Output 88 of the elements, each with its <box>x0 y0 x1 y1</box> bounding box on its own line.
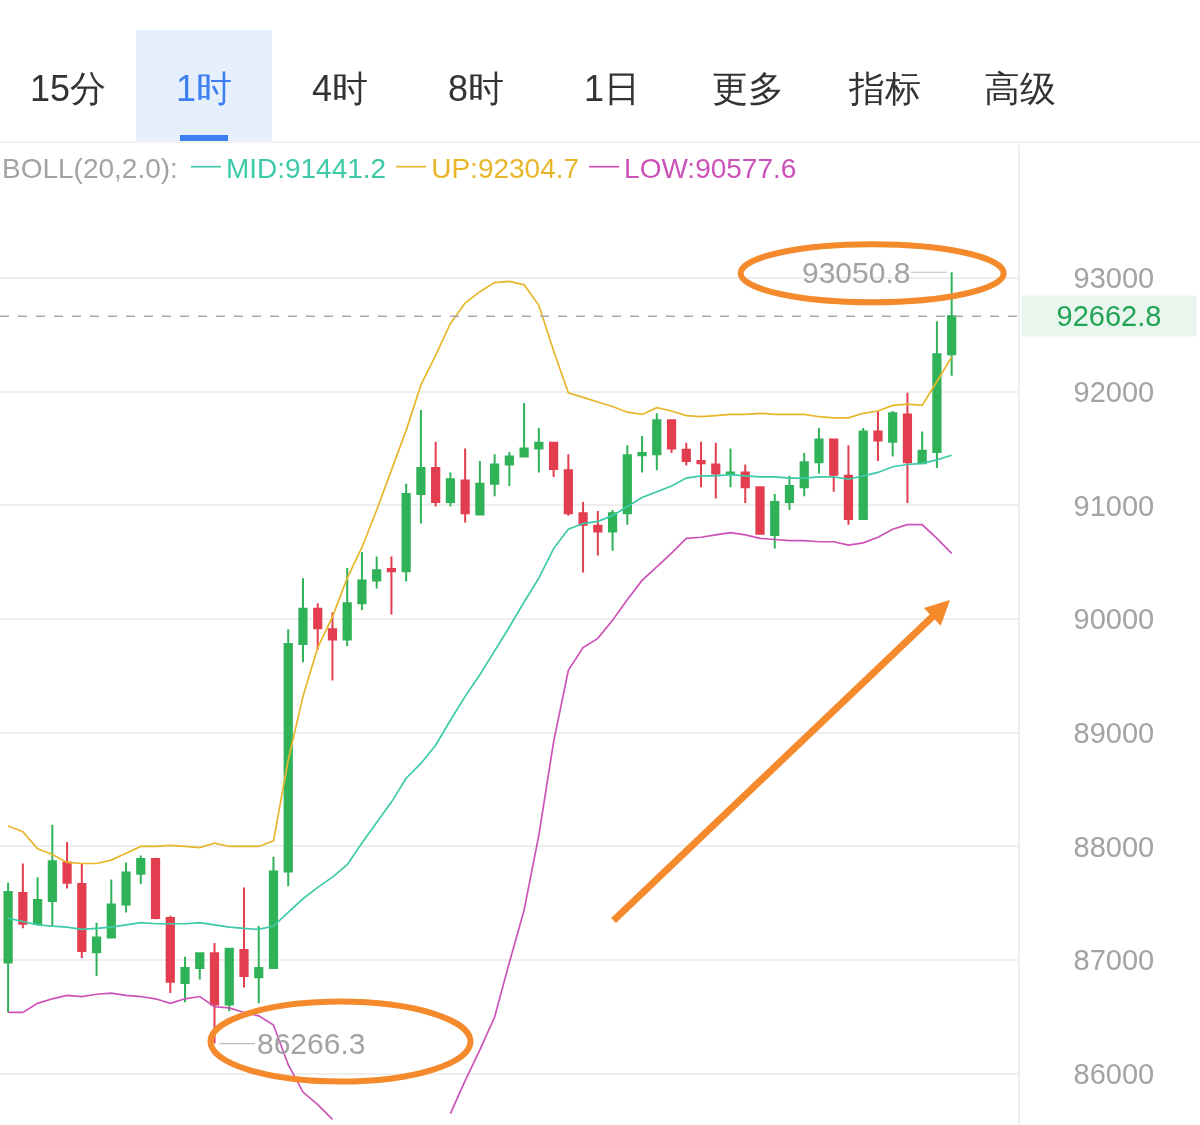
candlestick <box>357 551 367 611</box>
text: 高级 <box>984 68 1056 109</box>
line-series <box>7 454 953 931</box>
candlestick <box>386 555 397 616</box>
candlestick <box>490 453 500 498</box>
candlestick <box>342 566 352 648</box>
candlestick <box>814 427 824 475</box>
candlestick <box>947 271 957 377</box>
legend-title: BOLL(20,2.0): <box>2 153 178 185</box>
candlestick <box>401 482 411 583</box>
candlestick <box>622 444 632 526</box>
candlestick <box>917 430 927 465</box>
legend-label: LOW:90577.6 <box>624 152 797 184</box>
y-tick-label: 86000 <box>1073 1057 1155 1090</box>
candlestick <box>313 602 323 651</box>
candlestick <box>873 410 883 463</box>
candlestick <box>18 862 28 930</box>
text: 更多 <box>712 68 784 109</box>
text: 1日 <box>584 68 641 109</box>
candlestick <box>195 952 205 981</box>
candlestick <box>47 823 57 928</box>
candlestick <box>3 881 13 1014</box>
y-tick-label: 91000 <box>1073 489 1155 522</box>
candlestick <box>475 460 485 516</box>
text: 4时 <box>312 68 369 109</box>
candlestick <box>136 854 146 885</box>
candlestick <box>416 408 426 525</box>
candlestick <box>770 493 780 550</box>
y-tick-label: 89000 <box>1073 716 1155 749</box>
candlestick <box>519 402 529 458</box>
candlestick <box>180 955 190 1004</box>
candlestick <box>652 412 662 472</box>
candlestick <box>681 441 691 467</box>
candlestick <box>637 435 647 474</box>
candlestick <box>239 886 249 989</box>
candlestick <box>372 555 382 590</box>
candlestick <box>593 510 603 557</box>
y-tick-label: 92000 <box>1073 375 1155 408</box>
candlestick <box>755 486 765 535</box>
candlestick <box>578 500 588 574</box>
candlestick <box>91 921 102 978</box>
candlestick <box>740 463 750 505</box>
text: 8时 <box>448 68 505 109</box>
candlestick <box>725 447 736 489</box>
candlestick <box>829 438 839 493</box>
text: 1时 <box>176 68 233 109</box>
candlestick <box>548 440 559 478</box>
candlestick <box>32 876 43 925</box>
candlestick <box>843 444 854 526</box>
candlestick <box>711 441 721 500</box>
candlestick <box>209 942 220 1045</box>
candlestick <box>460 447 470 524</box>
legend-label: UP:92304.7 <box>431 152 580 184</box>
candlestick <box>165 914 175 995</box>
candlestick <box>431 440 441 508</box>
annotation: 93050.8 <box>802 256 911 289</box>
candlestick <box>784 474 795 511</box>
legend-label: MID:91441.2 <box>225 152 387 184</box>
y-tick-label: 93000 <box>1073 262 1155 295</box>
text: 15分 <box>30 68 107 109</box>
y-tick-label: 90000 <box>1073 603 1155 636</box>
candlestick <box>902 391 913 505</box>
candlestick <box>696 440 706 489</box>
candlestick <box>268 855 279 970</box>
text: 指标 <box>848 68 921 109</box>
candlestick <box>799 452 809 498</box>
candlestick <box>62 840 72 890</box>
candlestick <box>327 611 338 682</box>
candlestick <box>106 878 116 939</box>
candlestick <box>283 628 293 888</box>
candlestick <box>77 862 87 959</box>
candlestick <box>858 427 868 521</box>
candlestick <box>298 577 308 664</box>
candlestick <box>563 453 573 517</box>
candlestick <box>150 856 161 921</box>
candlestick <box>224 947 234 1013</box>
candlestick <box>121 861 131 914</box>
y-tick-label: 88000 <box>1073 830 1155 863</box>
candlestick <box>504 450 514 488</box>
candlestick <box>607 508 618 552</box>
candlestick <box>932 320 942 469</box>
candlestick <box>888 410 898 458</box>
y-tick-label: 87000 <box>1073 944 1155 977</box>
candlestick <box>445 471 456 508</box>
candlestick <box>534 427 544 474</box>
candlestick <box>254 925 264 1005</box>
candlestick <box>666 419 677 455</box>
ref-line-label: 92662.8 <box>1056 300 1162 332</box>
